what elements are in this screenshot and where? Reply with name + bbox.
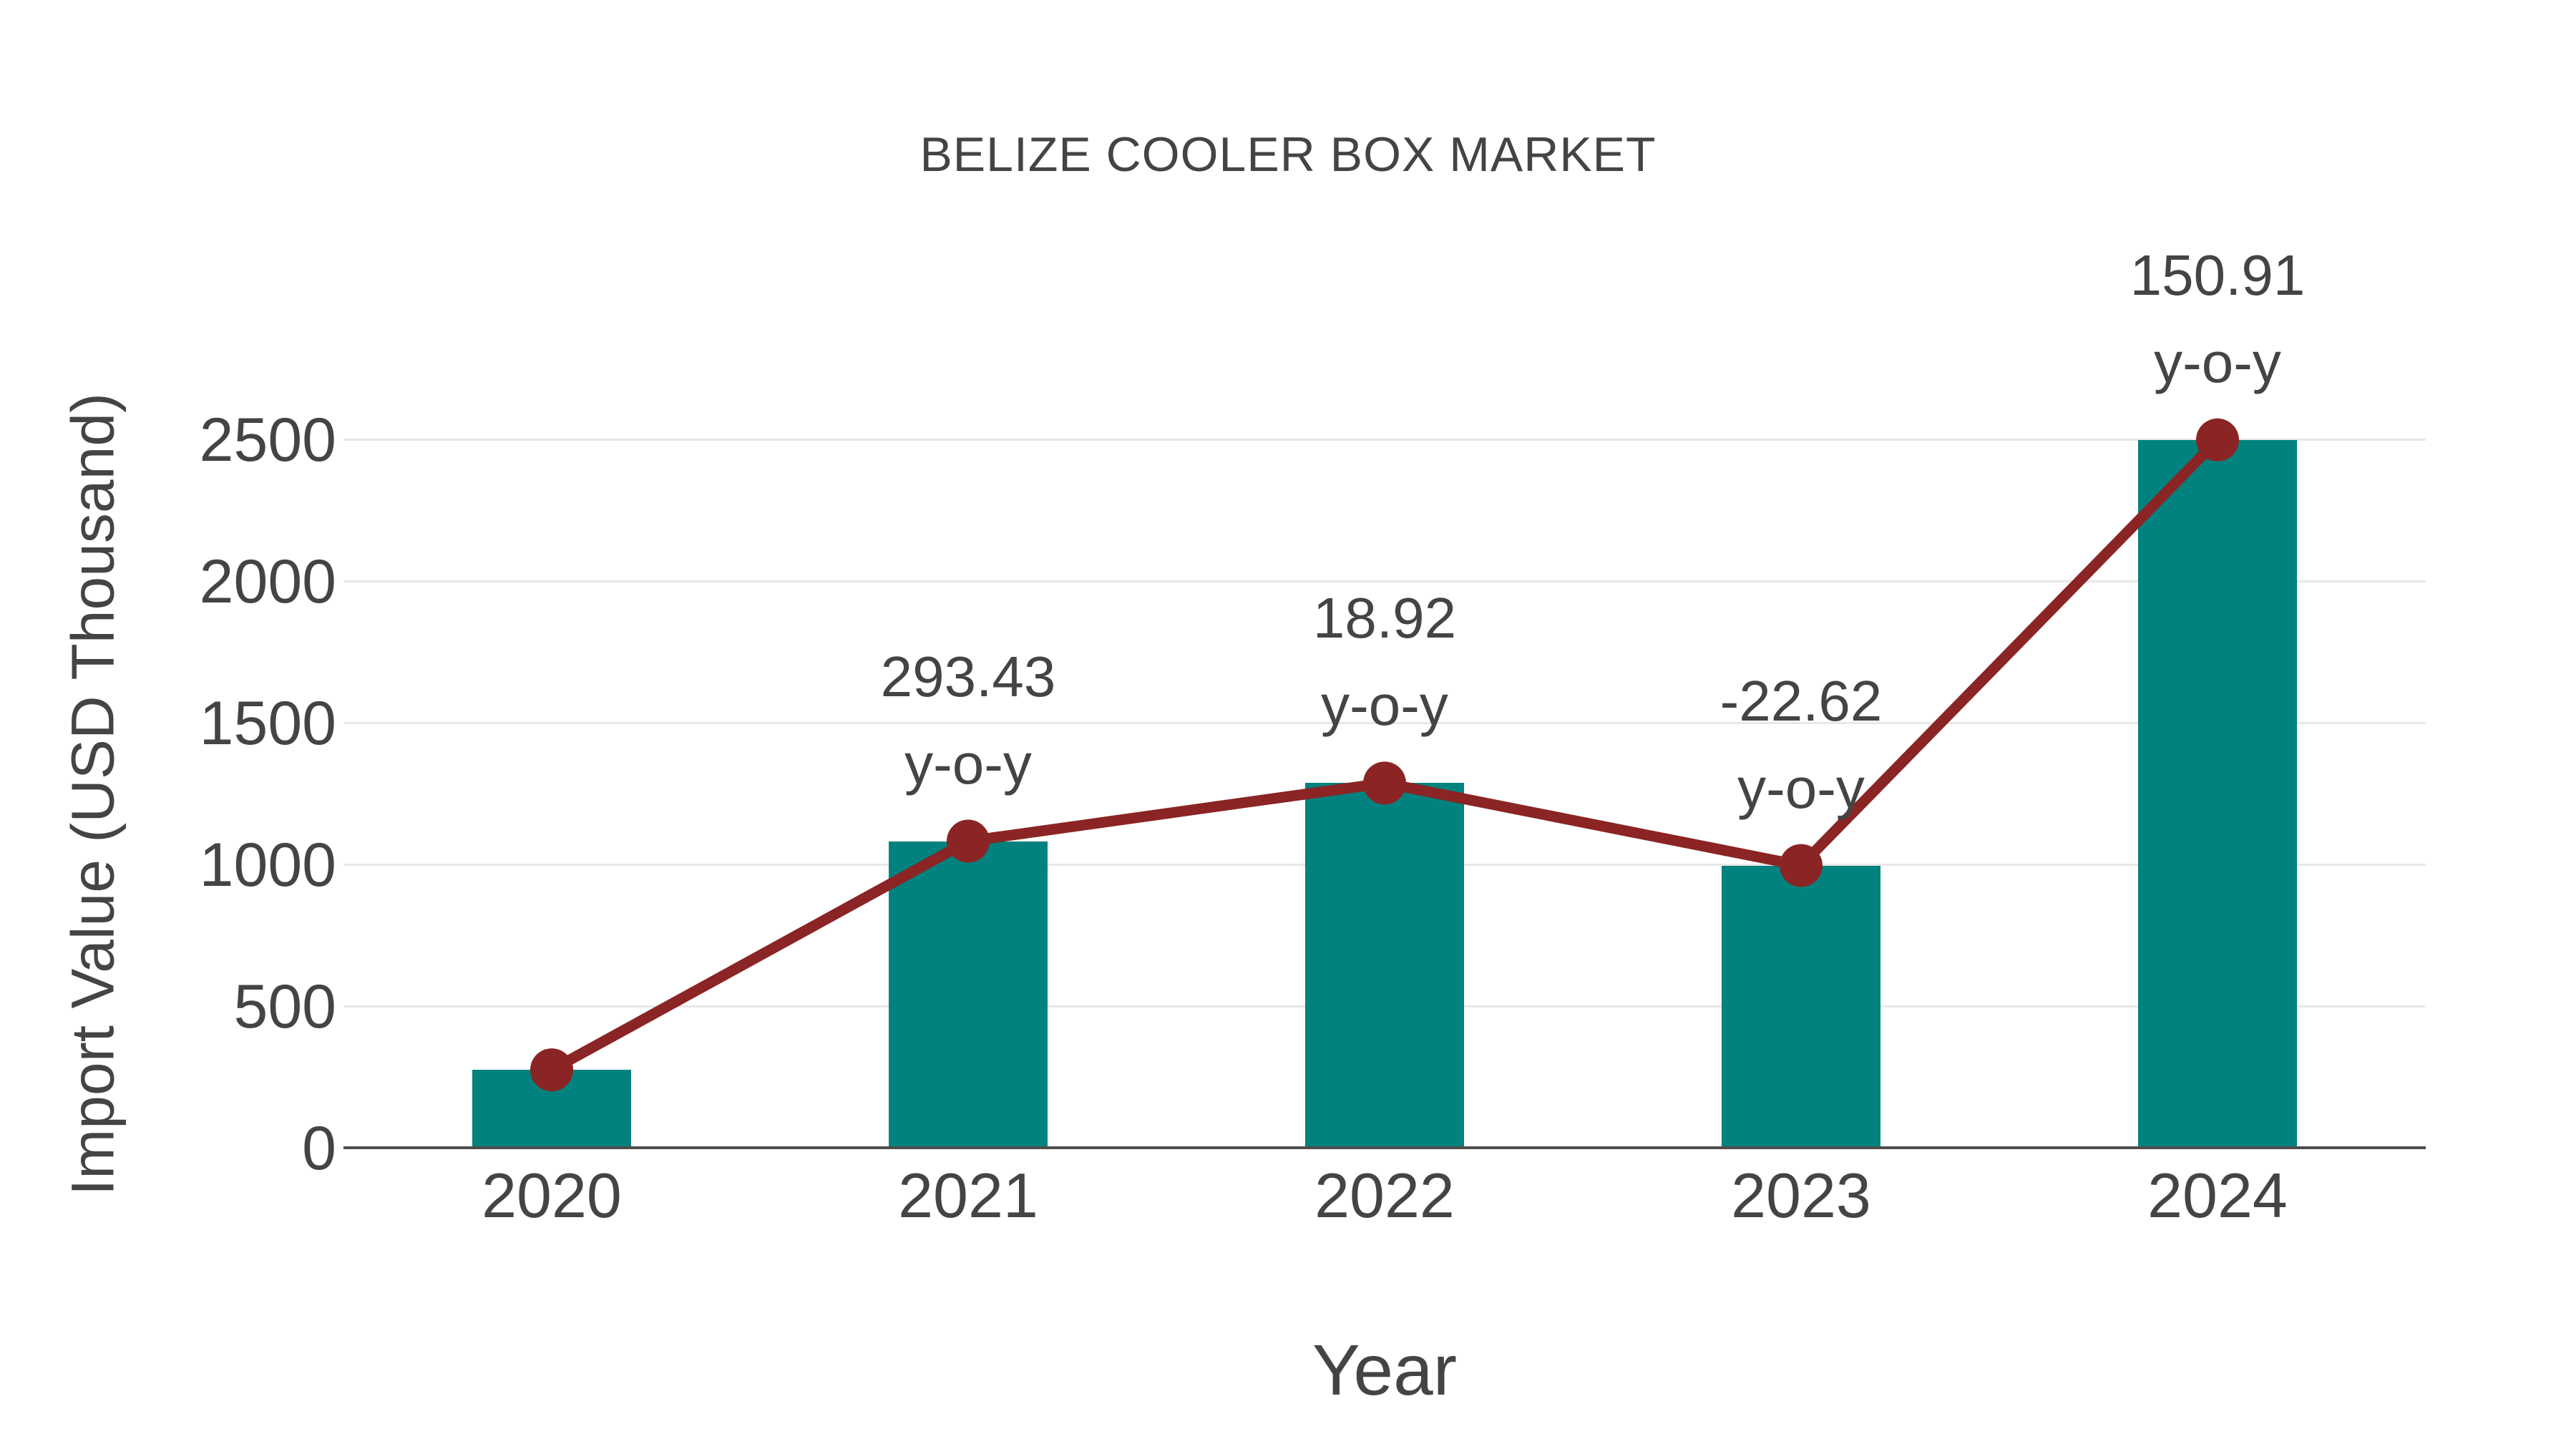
y-tick-label-0: 0 <box>302 1114 336 1183</box>
x-tick-label-2024: 2024 <box>2147 1160 2288 1231</box>
annotation-value-2021: 293.43 <box>880 644 1056 708</box>
bar-2022 <box>1305 783 1464 1148</box>
x-tick-label-2022: 2022 <box>1314 1160 1455 1231</box>
annotation-label-2023: y-o-y <box>1737 756 1865 820</box>
bar-2024 <box>2138 439 2297 1148</box>
annotation-label-2022: y-o-y <box>1321 673 1448 738</box>
x-axis-title: Year <box>1312 1330 1458 1410</box>
annotation-label-2021: y-o-y <box>904 731 1032 796</box>
annotation-value-2024: 150.91 <box>2129 243 2306 307</box>
bar-2021 <box>889 841 1048 1148</box>
data-point-marker-2021 <box>947 819 990 863</box>
x-tick-label-2023: 2023 <box>1731 1160 1871 1231</box>
annotation-value-2023: -22.62 <box>1719 668 1883 733</box>
y-tick-label-1000: 1000 <box>199 831 336 899</box>
chart-title: BELIZE COOLER BOX MARKET <box>919 127 1657 182</box>
gridline-1500 <box>343 721 2426 724</box>
bar-2023 <box>1722 865 1880 1148</box>
y-tick-label-500: 500 <box>233 972 337 1041</box>
gridline-2500 <box>343 438 2426 441</box>
annotation-label-2024: y-o-y <box>2154 330 2281 394</box>
y-tick-label-2500: 2500 <box>199 406 336 474</box>
y-tick-label-2000: 2000 <box>199 547 336 616</box>
x-tick-label-2021: 2021 <box>898 1160 1038 1231</box>
x-tick-label-2020: 2020 <box>482 1160 622 1231</box>
data-point-marker-2023 <box>1780 844 1823 887</box>
data-point-marker-2020 <box>530 1048 573 1092</box>
data-point-marker-2022 <box>1363 761 1406 805</box>
annotation-value-2022: 18.92 <box>1312 586 1457 650</box>
y-tick-label-1500: 1500 <box>199 689 336 758</box>
x-axis-line <box>343 1146 2426 1149</box>
data-point-marker-2024 <box>2196 418 2239 462</box>
gridline-2000 <box>343 580 2426 582</box>
